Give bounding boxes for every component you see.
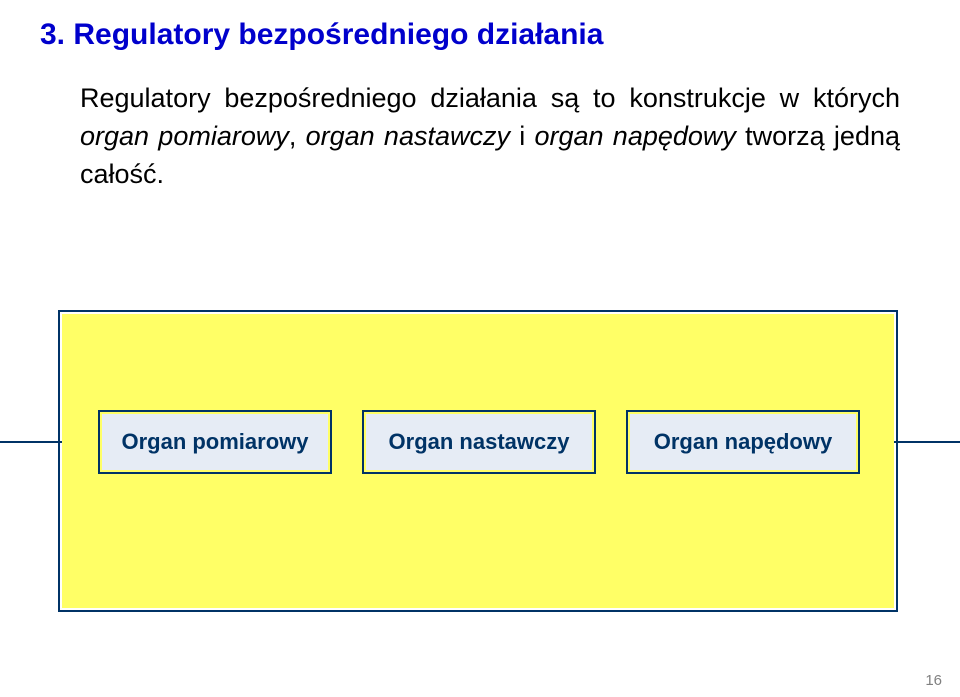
para-em-2: organ nastawczy xyxy=(306,121,510,151)
para-mid-1: , xyxy=(289,121,306,151)
box-organ-nastawczy: Organ nastawczy xyxy=(362,410,596,474)
para-pre: Regulatory bezpośredniego działania są t… xyxy=(80,83,900,113)
body-paragraph: Regulatory bezpośredniego działania są t… xyxy=(40,80,920,193)
box-organ-pomiarowy: Organ pomiarowy xyxy=(98,410,332,474)
section-heading: 3. Regulatory bezpośredniego działania xyxy=(40,18,920,52)
box-organ-napedowy: Organ napędowy xyxy=(626,410,860,474)
para-em-1: organ pomiarowy xyxy=(80,121,289,151)
slide-page: 3. Regulatory bezpośredniego działania R… xyxy=(0,0,960,697)
box-label-3: Organ napędowy xyxy=(654,429,832,455)
para-em-3: organ napędowy xyxy=(535,121,736,151)
box-label-2: Organ nastawczy xyxy=(389,429,570,455)
para-mid-2: i xyxy=(510,121,535,151)
page-number: 16 xyxy=(925,672,942,689)
box-label-1: Organ pomiarowy xyxy=(121,429,308,455)
